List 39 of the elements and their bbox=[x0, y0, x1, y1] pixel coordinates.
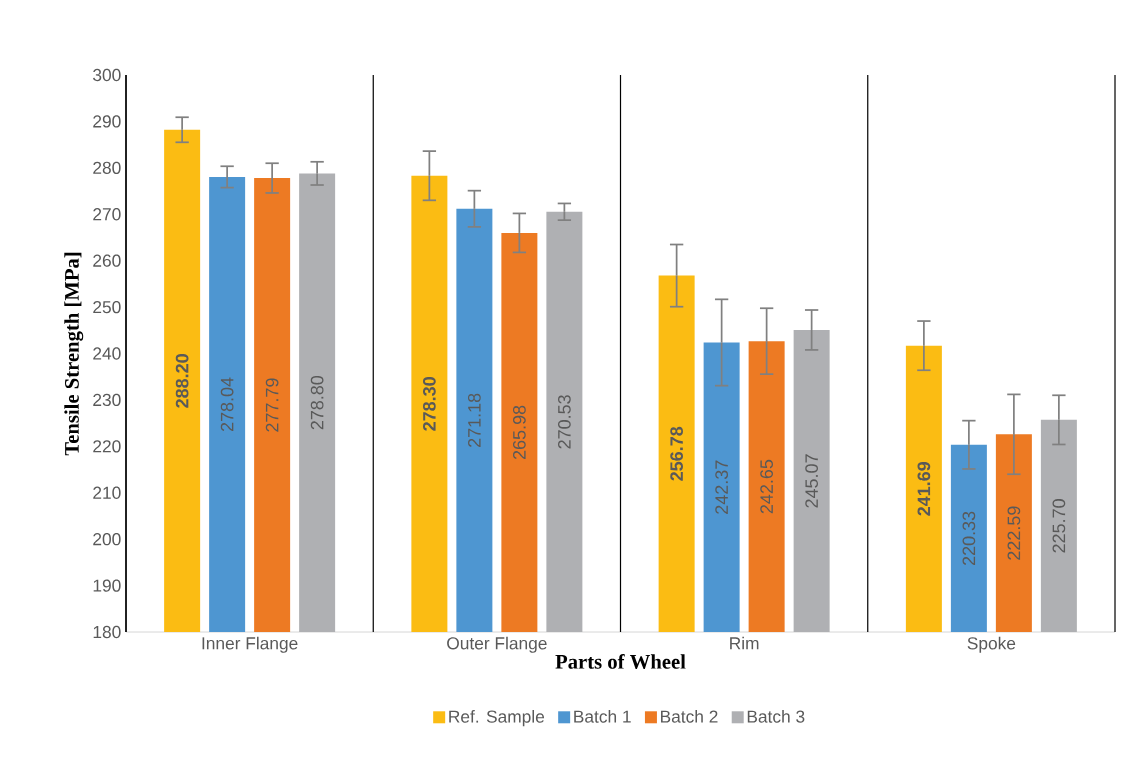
data-label: 242.65 bbox=[760, 459, 773, 514]
x-axis-title: Parts of Wheel bbox=[555, 654, 686, 669]
data-label: 256.78 bbox=[670, 426, 683, 481]
y-tick-label: 200 bbox=[93, 533, 121, 546]
y-tick-label: 290 bbox=[93, 115, 121, 128]
data-label: 270.53 bbox=[558, 395, 571, 449]
legend-label: Batch 1 bbox=[574, 710, 631, 723]
x-tick-label: Inner Flange bbox=[202, 636, 298, 653]
x-tick-label: Outer Flange bbox=[447, 636, 547, 653]
y-tick-label: 260 bbox=[93, 254, 121, 267]
y-tick-label: 180 bbox=[93, 625, 121, 639]
legend-label: Batch 2 bbox=[661, 710, 718, 723]
y-tick-label: 230 bbox=[93, 393, 121, 407]
data-label: 220.33 bbox=[962, 511, 976, 566]
data-label: 245.07 bbox=[805, 454, 818, 508]
data-label: 288.20 bbox=[175, 354, 189, 408]
y-tick-label: 190 bbox=[93, 579, 121, 592]
legend-label: Batch 3 bbox=[747, 710, 805, 723]
y-tick-label: 250 bbox=[93, 300, 121, 314]
x-tick-label: Rim bbox=[730, 636, 759, 650]
data-label: 277.79 bbox=[265, 378, 279, 432]
y-tick-label: 220 bbox=[93, 440, 121, 453]
y-tick-label: 280 bbox=[93, 161, 121, 174]
data-label: 278.80 bbox=[310, 375, 324, 430]
y-axis-title: Tensile Strength [MPa] bbox=[64, 252, 84, 456]
legend-label: Ref. Sample bbox=[449, 710, 545, 727]
data-label: 265.98 bbox=[513, 405, 526, 460]
data-label: 225.70 bbox=[1052, 499, 1066, 553]
y-tick-label: 300 bbox=[93, 68, 121, 82]
data-label: 278.04 bbox=[220, 377, 234, 432]
data-label: 271.18 bbox=[468, 393, 481, 448]
y-tick-label: 210 bbox=[93, 486, 121, 499]
data-label: 242.37 bbox=[715, 460, 728, 514]
y-tick-label: 270 bbox=[93, 208, 121, 221]
y-tick-label: 240 bbox=[93, 347, 121, 360]
data-label: 278.30 bbox=[422, 377, 436, 431]
data-label: 241.69 bbox=[917, 461, 931, 516]
x-tick-label: Spoke bbox=[967, 636, 1016, 653]
data-label: 222.59 bbox=[1007, 506, 1021, 560]
